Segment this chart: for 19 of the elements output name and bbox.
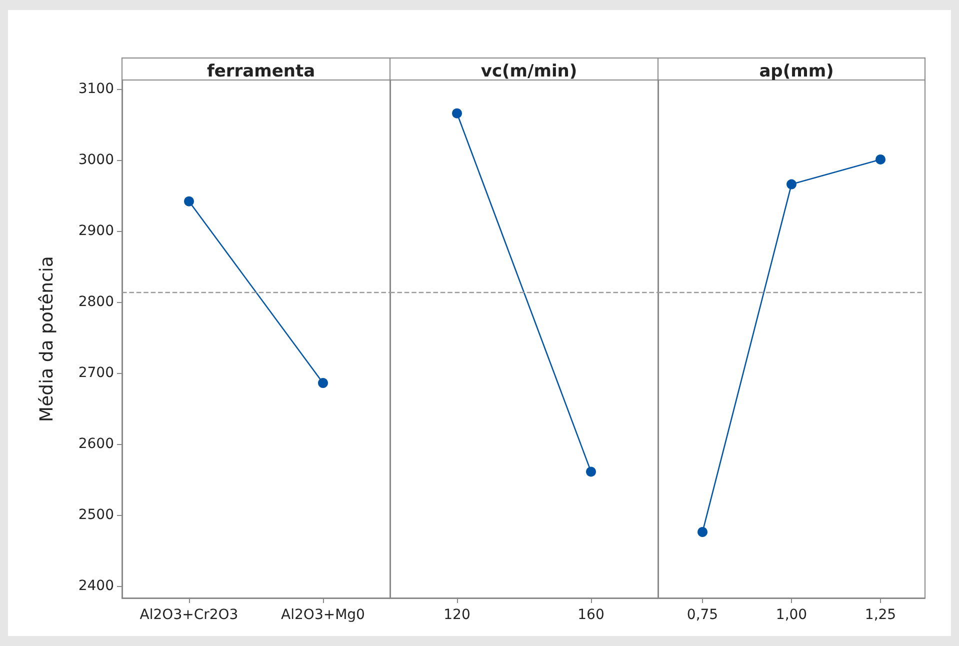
y-tick-label: 2800 xyxy=(78,294,114,310)
x-tick-label: 1,25 xyxy=(864,607,896,623)
x-tick-label: Al2O3+Cr2O3 xyxy=(140,607,238,623)
y-tick-label: 3100 xyxy=(78,81,114,98)
x-tick-label: 1,00 xyxy=(776,607,808,623)
x-tick-label: 160 xyxy=(578,607,604,623)
x-tick-label: 120 xyxy=(444,607,470,623)
x-tick-label: 0,75 xyxy=(686,607,718,623)
chart-title: ferramenta xyxy=(206,62,316,82)
y-tick-label: 2900 xyxy=(78,223,114,240)
y-tick-label: 3000 xyxy=(78,152,114,168)
y-tick-label: 2500 xyxy=(78,506,114,523)
chart-title: ap(mm) xyxy=(759,62,834,82)
chart-title: vc(m/min) xyxy=(480,62,578,82)
y-tick-label: 2400 xyxy=(78,578,114,594)
y-tick-label: 2600 xyxy=(78,436,114,452)
y-axis-title: Média da potência xyxy=(36,256,58,422)
x-tick-label: Al2O3+Mg0 xyxy=(281,607,365,623)
y-tick-label: 2700 xyxy=(78,365,114,382)
